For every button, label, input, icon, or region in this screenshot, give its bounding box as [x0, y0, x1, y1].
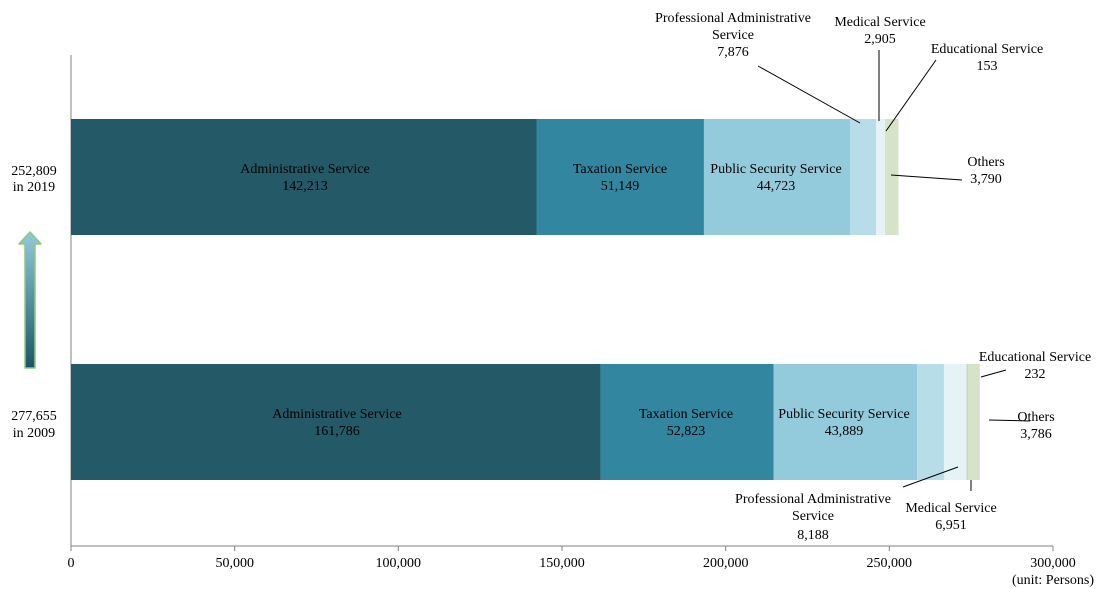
x-tick-label: 200,000 [703, 556, 749, 571]
callout-leader-line [902, 466, 959, 488]
callout-label: Educational Service [979, 350, 1091, 365]
x-tick-label: 150,000 [539, 556, 585, 571]
callout-value: 6,951 [935, 518, 967, 533]
bar-total-label: 252,809 [11, 164, 57, 179]
x-tick-label: 100,000 [376, 556, 422, 571]
x-tick-label: 250,000 [867, 556, 913, 571]
callout-leader-line [885, 59, 937, 132]
callout-label: Others [967, 155, 1004, 170]
segment-administrative-2009 [71, 364, 601, 480]
segment-label: Public Security Service [778, 407, 909, 422]
segment-medical-2009 [943, 364, 967, 480]
segment-value-label: 161,786 [314, 424, 360, 439]
callout-leader-line [980, 369, 1007, 378]
segment-label: Administrative Service [240, 162, 369, 177]
segment-educational-2009 [966, 364, 968, 480]
unit-label: (unit: Persons) [1012, 573, 1094, 588]
callout-label: Service [792, 509, 834, 524]
segment-label: Public Security Service [710, 162, 841, 177]
callout-value: 153 [977, 59, 998, 74]
segment-professional-administrative-2009 [917, 364, 944, 480]
callout-label: Educational Service [931, 42, 1043, 57]
callout-leader-line [757, 65, 861, 124]
callout-value: 3,786 [1020, 427, 1052, 442]
x-tick-label: 300,000 [1030, 556, 1076, 571]
segment-value-label: 52,823 [667, 424, 706, 439]
segment-professional-administrative-2019 [850, 119, 877, 235]
segment-educational-2019 [885, 119, 887, 235]
callout-value: 2,905 [864, 32, 896, 47]
segment-administrative-2019 [71, 119, 537, 235]
segment-taxation-2019 [536, 119, 704, 235]
segment-value-label: 44,723 [757, 179, 796, 194]
segment-label: Taxation Service [573, 162, 667, 177]
segment-value-label: 43,889 [825, 424, 864, 439]
callout-value: 8,188 [797, 528, 829, 543]
callout-label: Professional Administrative [655, 11, 811, 26]
segment-public-security-2009 [773, 364, 918, 480]
callout-leader-line [988, 419, 1031, 422]
callout-leader-line [890, 174, 963, 181]
segment-label: Administrative Service [272, 407, 401, 422]
callout-label: Service [712, 28, 754, 43]
callout-value: 3,790 [970, 172, 1002, 187]
x-axis-ticks [70, 546, 1054, 551]
callout-label: Medical Service [834, 15, 925, 30]
callout-label: Professional Administrative [735, 492, 891, 507]
segment-value-label: 51,149 [601, 179, 640, 194]
callout-label: Medical Service [905, 501, 996, 516]
segment-medical-2019 [876, 119, 886, 235]
callout-value: 7,876 [717, 45, 749, 60]
bar-year-label: in 2019 [13, 180, 55, 195]
bar-year-label: in 2009 [13, 426, 55, 441]
segment-others-2009 [967, 364, 980, 480]
callout-value: 232 [1025, 367, 1046, 382]
bar-total-label: 277,655 [11, 409, 57, 424]
up-arrow-icon [18, 231, 42, 369]
segment-public-security-2019 [703, 119, 851, 235]
segment-label: Taxation Service [639, 407, 733, 422]
segment-others-2019 [886, 119, 899, 235]
callout-label: Others [1017, 410, 1054, 425]
segment-value-label: 142,213 [282, 179, 328, 194]
bar-2009 [71, 364, 980, 480]
x-tick-label: 50,000 [215, 556, 254, 571]
x-tick-label: 0 [68, 556, 75, 571]
bar-2019 [71, 119, 899, 235]
segment-taxation-2009 [600, 364, 774, 480]
